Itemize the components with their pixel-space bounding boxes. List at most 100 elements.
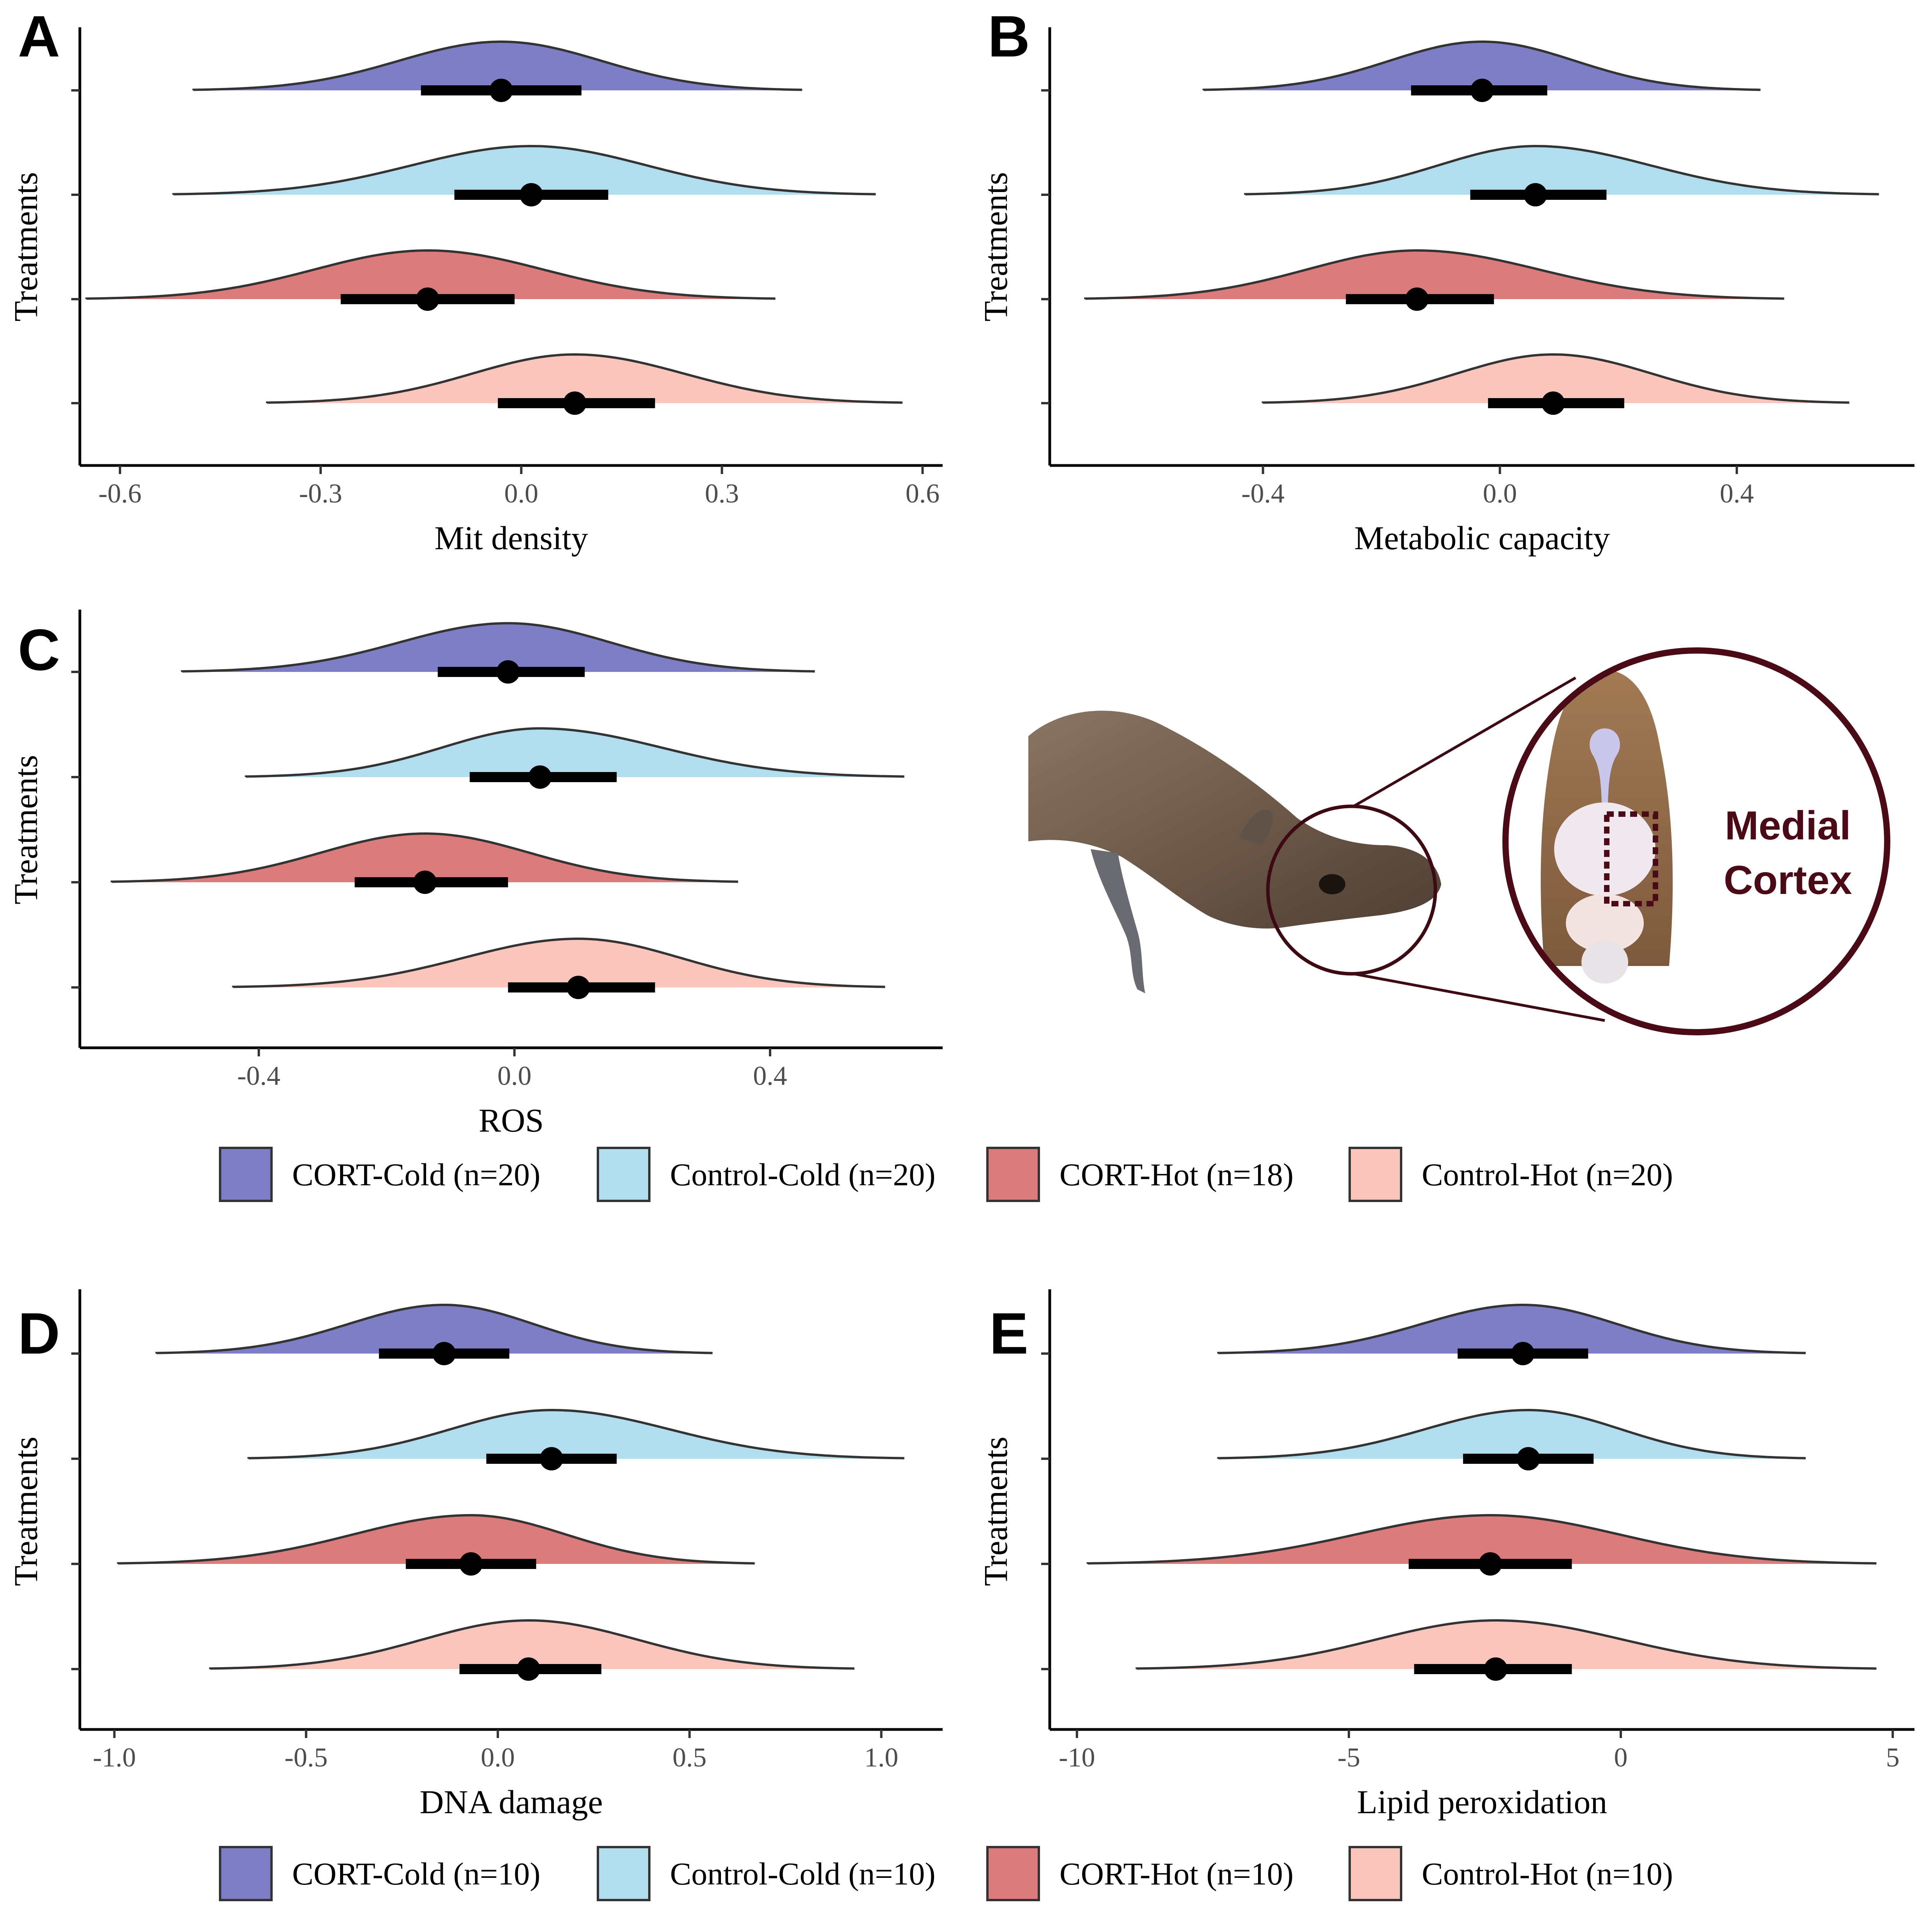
density-cort-cold — [155, 1304, 713, 1365]
density-outline — [85, 249, 776, 300]
density-fill — [233, 939, 885, 987]
density-fill — [193, 42, 802, 90]
lizard-arm — [1239, 809, 1273, 845]
legend-entry: CORT-Hot (n=18) — [986, 1147, 1294, 1202]
legend-swatch — [986, 1147, 1040, 1202]
median-point — [1511, 1342, 1535, 1365]
legend-entry: Control-Hot (n=20) — [1349, 1147, 1673, 1202]
density-fill — [182, 623, 815, 672]
lizard-body — [1028, 710, 1441, 929]
legend-swatch — [1349, 1846, 1402, 1901]
olfactory-bulb — [1590, 728, 1620, 802]
median-point — [1541, 391, 1565, 415]
legend-label: CORT-Cold (n=10) — [292, 1856, 540, 1891]
panel-letter: A — [18, 4, 60, 69]
density-control-hot — [1135, 1619, 1877, 1681]
x-tick-label: 0.5 — [673, 1743, 707, 1773]
median-point — [459, 1552, 483, 1576]
zoom-line-top — [1353, 676, 1576, 808]
density-outline — [192, 40, 802, 91]
panel-letter: D — [18, 1301, 60, 1366]
x-tick-label: 0.0 — [1483, 479, 1517, 509]
density-cort-hot — [117, 1514, 755, 1576]
density-outline — [111, 832, 739, 883]
legends: CORT-Cold (n=20) Control-Cold (n=20) CORT-… — [219, 1147, 1673, 1901]
panel-D: D -1.0 -0.5 0.0 0.5 1.0 DNA damage Treatments — [7, 1289, 943, 1821]
legend-label: CORT-Hot (n=10) — [1059, 1856, 1294, 1891]
x-tick-label: 0 — [1614, 1743, 1628, 1773]
density-outline — [172, 145, 876, 196]
x-tick-label: 0.3 — [705, 479, 739, 509]
density-outline — [181, 622, 815, 673]
density-outline — [209, 1619, 855, 1670]
legend-label: Control-Cold (n=20) — [670, 1157, 936, 1192]
y-axis-title: Treatments — [7, 755, 44, 904]
legend-2: CORT-Cold (n=10) Control-Cold (n=10) CORT-… — [219, 1846, 1673, 1901]
legend-swatch — [1349, 1147, 1402, 1202]
y-axis-title: Treatments — [7, 1437, 44, 1586]
density-control-cold — [245, 727, 904, 789]
density-outline — [1202, 40, 1761, 91]
density-outline — [1217, 1304, 1806, 1354]
zoom-line-bottom — [1353, 972, 1605, 1022]
panel-B: B -0.4 0.0 0.4 Metabolic capacity Treatments — [977, 4, 1914, 557]
median-point — [1523, 183, 1547, 206]
y-axis-title: Treatments — [977, 1437, 1014, 1586]
panel-letter: B — [988, 4, 1030, 69]
cerebral-hemispheres — [1554, 802, 1655, 896]
x-tick-label: 0.4 — [753, 1061, 787, 1091]
x-axis-title: Lipid peroxidation — [1357, 1783, 1607, 1821]
density-fill — [86, 250, 776, 299]
panel-E: E -10 -5 0 5 Lipid peroxidation Treatments — [977, 1289, 1914, 1821]
density-outline — [117, 1514, 755, 1565]
lizard-leg — [1091, 849, 1145, 993]
x-tick-label: 0.0 — [504, 479, 539, 509]
x-tick-label: -0.4 — [1241, 479, 1285, 509]
medial-cortex-label-line2: Cortex — [1724, 858, 1852, 903]
density-outline — [1217, 1408, 1806, 1460]
median-point — [1405, 287, 1429, 311]
legend-entry: CORT-Cold (n=20) — [219, 1147, 540, 1202]
density-fill — [249, 1410, 904, 1459]
density-cort-cold — [181, 622, 815, 684]
legend-swatch — [597, 1846, 650, 1901]
density-outline — [1244, 145, 1879, 196]
y-axis-title: Treatments — [7, 172, 44, 322]
x-tick-label: -0.5 — [284, 1743, 328, 1773]
x-axis-title: Mit density — [434, 519, 588, 557]
x-tick-label: -10 — [1059, 1743, 1095, 1773]
density-outline — [1086, 1514, 1877, 1565]
median-point — [520, 183, 543, 206]
median-point — [566, 976, 590, 999]
legend-swatch — [219, 1147, 273, 1202]
density-outline — [1135, 1619, 1877, 1670]
density-outline — [245, 727, 904, 778]
density-outline — [266, 353, 903, 404]
legend-label: Control-Hot (n=10) — [1422, 1856, 1673, 1891]
legend-entry: Control-Hot (n=10) — [1349, 1846, 1673, 1901]
density-cort-cold — [192, 40, 802, 102]
legend-entry: CORT-Cold (n=10) — [219, 1846, 540, 1901]
x-tick-label: -0.4 — [237, 1061, 280, 1091]
legend-label: CORT-Cold (n=20) — [292, 1157, 540, 1192]
medial-cortex-label-line1: Medial — [1725, 803, 1851, 848]
x-tick-label: -5 — [1338, 1743, 1360, 1773]
density-fill — [1137, 1620, 1877, 1669]
panel-A: A -0.6 -0.3 0.0 0.3 0.6 Mit density Treatments — [7, 4, 943, 557]
density-cort-cold — [1217, 1304, 1806, 1365]
density-control-cold — [247, 1408, 904, 1470]
x-tick-label: -0.6 — [99, 479, 142, 509]
x-tick-label: 0.6 — [906, 479, 940, 509]
median-point — [563, 391, 587, 415]
density-control-cold — [1244, 145, 1879, 206]
density-outline — [1262, 353, 1849, 404]
median-point — [1484, 1657, 1507, 1681]
y-axis-title: Treatments — [977, 172, 1014, 322]
density-control-cold — [172, 145, 876, 206]
legend-label: Control-Cold (n=10) — [670, 1856, 936, 1891]
density-fill — [1218, 1410, 1806, 1459]
density-outline — [1084, 249, 1784, 300]
legend-1: CORT-Cold (n=20) Control-Cold (n=20) CORT-… — [219, 1147, 1673, 1202]
